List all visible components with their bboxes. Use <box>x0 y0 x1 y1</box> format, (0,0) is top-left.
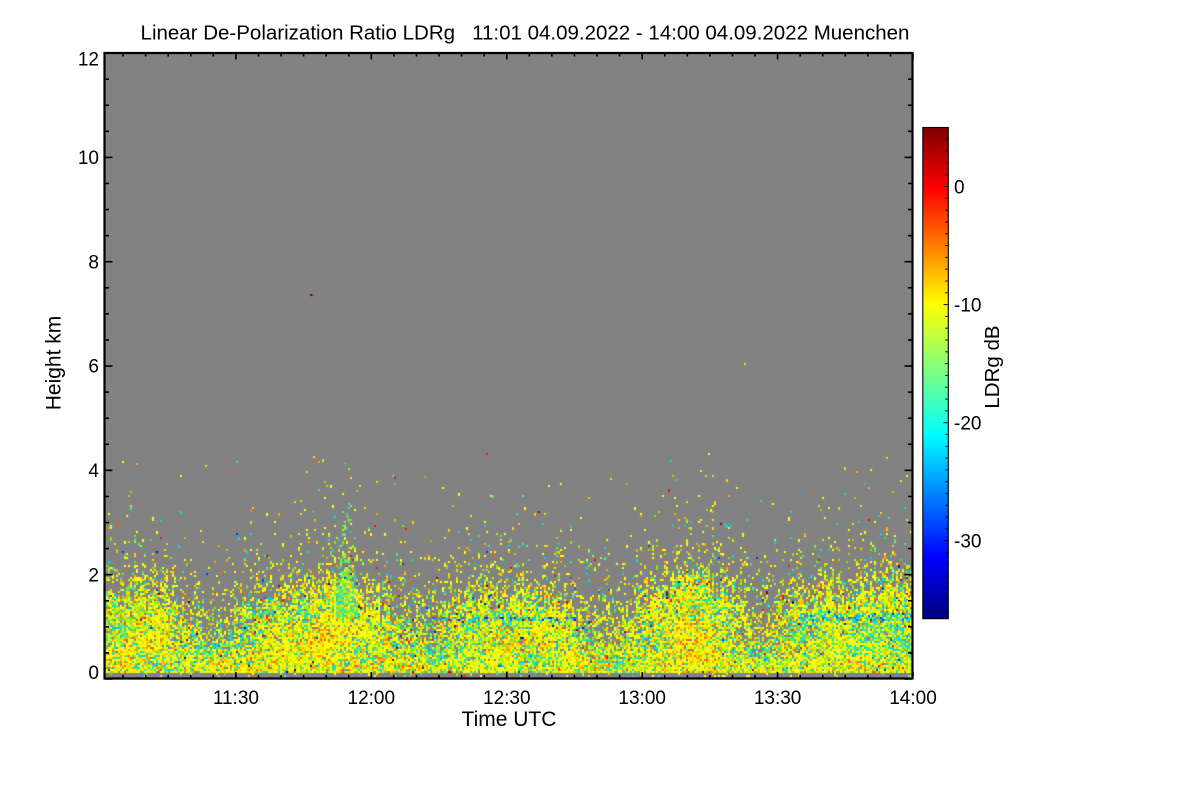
svg-text:14:00: 14:00 <box>889 688 937 709</box>
svg-text:12:30: 12:30 <box>483 688 531 709</box>
svg-text:-20: -20 <box>954 414 981 435</box>
svg-text:4: 4 <box>88 461 99 482</box>
svg-text:Time UTC: Time UTC <box>462 708 557 731</box>
svg-text:Height km: Height km <box>43 316 66 411</box>
svg-text:12:00: 12:00 <box>348 688 396 709</box>
svg-text:Linear De-Polarization Ratio L: Linear De-Polarization Ratio LDRg 11:01 … <box>141 22 910 45</box>
svg-text:-10: -10 <box>954 296 981 317</box>
svg-text:0: 0 <box>88 663 99 684</box>
svg-text:13:30: 13:30 <box>754 688 802 709</box>
svg-text:10: 10 <box>78 148 99 169</box>
svg-text:8: 8 <box>88 252 99 273</box>
svg-text:0: 0 <box>954 178 965 199</box>
svg-text:13:00: 13:00 <box>618 688 666 709</box>
svg-text:2: 2 <box>88 565 99 586</box>
svg-text:11:30: 11:30 <box>213 688 259 709</box>
svg-text:-30: -30 <box>954 532 981 553</box>
svg-text:6: 6 <box>88 357 99 378</box>
svg-text:LDRg dB: LDRg dB <box>981 325 1004 408</box>
svg-text:12: 12 <box>78 50 99 71</box>
